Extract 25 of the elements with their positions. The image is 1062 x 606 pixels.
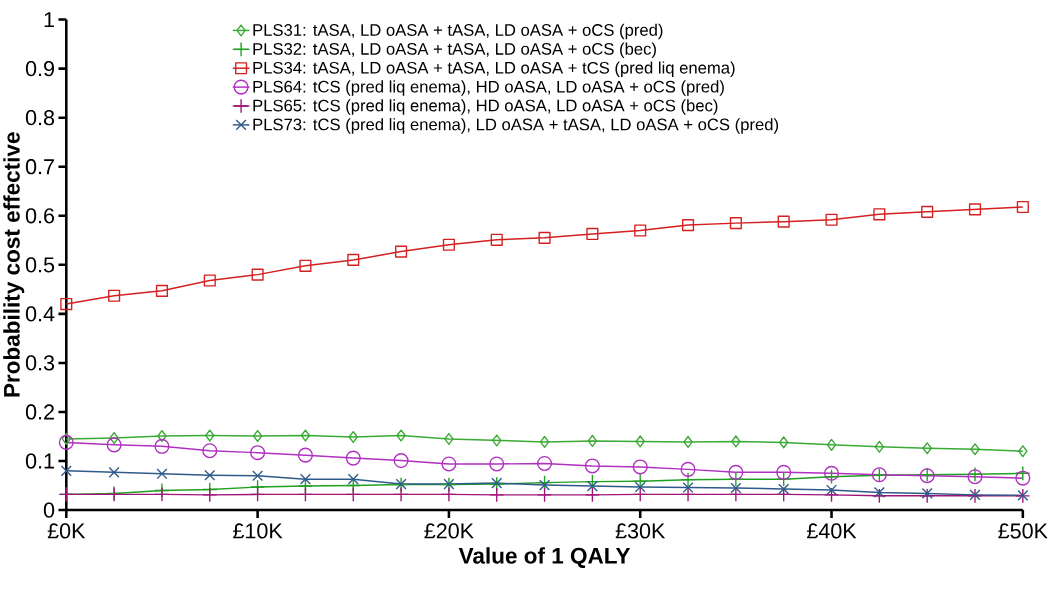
legend-label: PLS34: tASA, LD oASA + tASA, LD oASA + tCS (pred liq enema) — [253, 61, 735, 77]
x-tick-label: £0K — [47, 523, 86, 539]
legend-label: PLS73: tCS (pred liq enema), LD oASA + tASA, LD oASA + oCS (pred) — [253, 118, 779, 134]
y-tick-label: 0.3 — [25, 355, 55, 371]
x-tick-label: £40K — [806, 523, 857, 539]
y-tick-label: 0.6 — [25, 208, 55, 224]
x-tick-label: £50K — [998, 523, 1048, 539]
y-tick-label: 0.7 — [25, 159, 54, 175]
y-tick-label: 1 — [44, 12, 54, 27]
y-tick-label: 0.1 — [25, 453, 54, 469]
legend-label: PLS32: tASA, LD oASA + tASA, LD oASA + oCS (bec) — [253, 42, 656, 59]
legend-label: PLS64: tCS (pred liq enema), HD oASA, LD oASA + oCS (pred) — [253, 80, 724, 96]
x-tick-label: £20K — [424, 523, 474, 539]
legend-label: PLS65: tCS (pred liq enema), HD oASA, LD oASA + oCS (bec) — [253, 99, 718, 115]
y-tick-label: 0.9 — [25, 60, 54, 77]
x-tick-label: £30K — [615, 523, 666, 539]
y-tick-label: 0 — [43, 502, 55, 518]
legend-label: PLS31: tASA, LD oASA + tASA, LD oASA + oCS (pred) — [253, 23, 663, 40]
y-tick-label: 0.8 — [25, 110, 55, 126]
y-tick-label: 0.5 — [25, 257, 55, 273]
x-axis-title: Value of 1 QALY — [458, 547, 631, 568]
x-tick-label: £10K — [233, 523, 283, 539]
y-tick-label: 0.4 — [25, 306, 55, 322]
y-tick-label: 0.2 — [25, 404, 54, 420]
y-axis-title: Probability cost effective — [3, 132, 25, 397]
